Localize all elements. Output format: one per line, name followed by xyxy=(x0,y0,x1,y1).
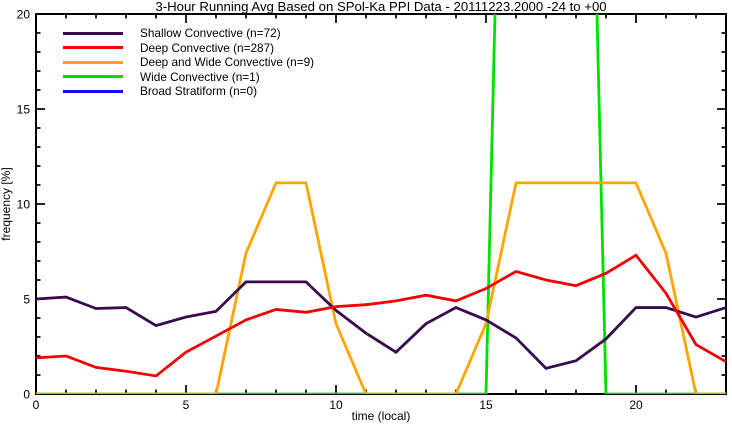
series-line-shallow-convective xyxy=(36,280,726,370)
x-tick-label: 0 xyxy=(33,398,40,412)
legend-label: Deep Convective (n=287) xyxy=(140,40,275,55)
series-line-deep-and-wide-convective xyxy=(36,181,726,394)
legend-item-deep-and-wide-convective: Deep and Wide Convective (n=9) xyxy=(63,55,314,70)
legend-swatch-wide-convective xyxy=(63,75,123,79)
legend-label: Wide Convective (n=1) xyxy=(140,69,260,84)
y-tick-label: 20 xyxy=(17,8,31,22)
x-axis-label: time (local) xyxy=(351,409,411,423)
x-tick-label: 15 xyxy=(479,398,493,412)
series-line-deep-convective xyxy=(36,253,726,378)
legend-item-shallow-convective: Shallow Convective (n=72) xyxy=(63,26,314,41)
chart-title: 3-Hour Running Avg Based on SPol-Ka PPI … xyxy=(155,0,607,14)
legend-swatch-deep-and-wide-convective xyxy=(63,60,123,64)
legend: Shallow Convective (n=72) Deep Convectiv… xyxy=(63,26,314,99)
legend-item-broad-stratiform: Broad Stratiform (n=0) xyxy=(63,84,314,99)
x-tick-label: 5 xyxy=(183,398,190,412)
legend-swatch-broad-stratiform xyxy=(63,89,123,93)
x-tick-label: 10 xyxy=(329,398,343,412)
y-tick-label: 0 xyxy=(23,388,30,402)
legend-swatch-shallow-convective xyxy=(63,31,123,35)
x-tick-label: 20 xyxy=(629,398,643,412)
legend-label: Shallow Convective (n=72) xyxy=(140,26,281,40)
legend-label: Deep and Wide Convective (n=9) xyxy=(140,55,315,69)
legend-item-deep-convective: Deep Convective (n=287) xyxy=(63,41,314,56)
legend-swatch-deep-convective xyxy=(63,46,123,50)
y-tick-label: 15 xyxy=(17,103,31,117)
y-axis-label: frequency [%] xyxy=(0,167,13,241)
legend-item-wide-convective: Wide Convective (n=1) xyxy=(63,70,314,85)
legend-label: Broad Stratiform (n=0) xyxy=(140,84,258,98)
y-tick-label: 5 xyxy=(23,293,30,307)
y-tick-label: 10 xyxy=(17,198,31,212)
